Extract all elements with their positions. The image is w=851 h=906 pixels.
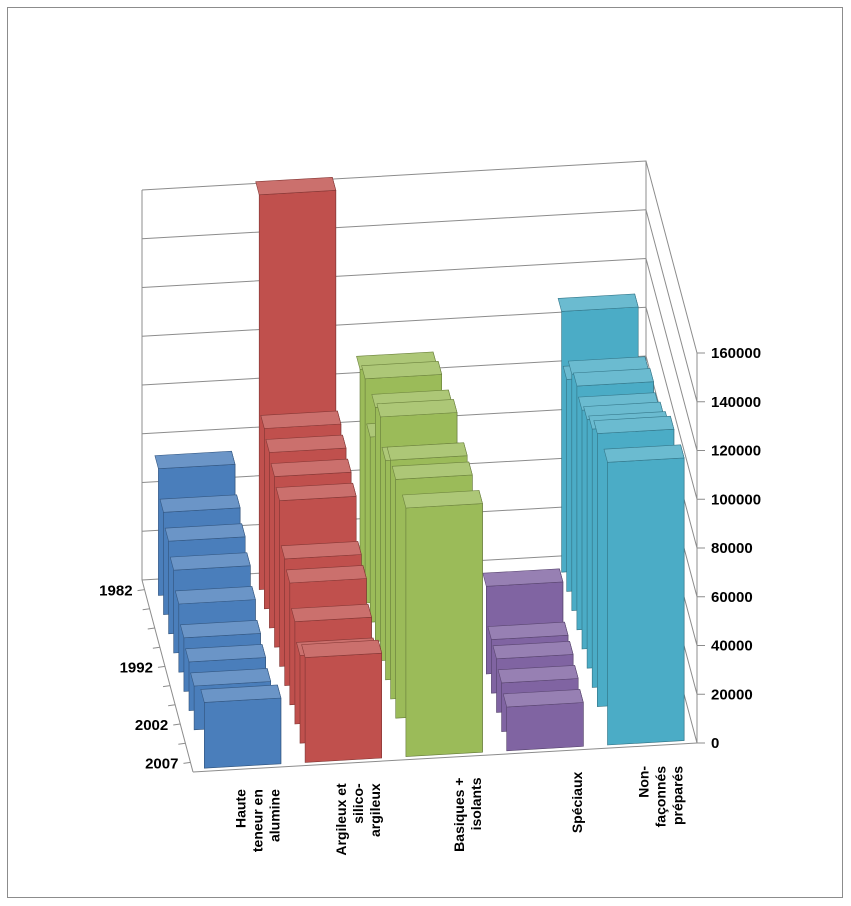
depth-tick (152, 646, 160, 649)
bar-front (607, 457, 685, 746)
bar-top (285, 565, 367, 584)
bar-top (502, 689, 584, 708)
depth-tick (173, 723, 181, 726)
value-tick-label: 40000 (711, 638, 753, 655)
bar-front (506, 702, 584, 752)
bar (402, 490, 483, 757)
value-tick-label: 100000 (711, 491, 761, 508)
bar-top (159, 494, 241, 513)
bar-front (204, 697, 282, 769)
bar-top (270, 458, 352, 477)
bar-top (174, 586, 256, 605)
chart-3d-column: 0 20000 40000 60000 80000 100000 120000 140000 1… (99, 160, 761, 856)
bar-top (275, 482, 357, 502)
value-tick-label: 0 (711, 735, 719, 752)
bar-top (260, 410, 342, 429)
category-label-line: Basiques + (451, 778, 467, 852)
bar-top (386, 442, 468, 461)
depth-tick-label: 1982 (99, 583, 132, 600)
bar-top (497, 665, 579, 684)
category-label-line: silico- (350, 783, 366, 824)
depth-tick (168, 704, 176, 707)
bar-top (301, 639, 383, 658)
category-label-line: façonnés (653, 766, 669, 828)
category-label: Argileux et silico-argileux (333, 783, 383, 856)
bar (301, 639, 383, 763)
bar-top (492, 640, 574, 660)
depth-tick (147, 627, 155, 630)
bar-top (154, 450, 236, 470)
category-label-line: Argileux et (333, 783, 349, 856)
bar-top (402, 490, 483, 509)
bar-top (291, 603, 372, 623)
bar-top (265, 434, 347, 453)
value-tick-label: 140000 (711, 394, 761, 411)
bar-front (304, 652, 383, 763)
bar-top (190, 668, 272, 687)
bar-top (482, 568, 564, 587)
category-label-line: argileux (367, 783, 383, 837)
depth-tick (183, 761, 191, 764)
bar-top (164, 523, 246, 542)
category-label-line: alumine (266, 789, 282, 842)
bar-top (255, 176, 337, 196)
category-label-line: Non- (636, 766, 652, 798)
depth-tick (162, 685, 171, 688)
depth-tick (137, 589, 145, 592)
bar-top (603, 444, 685, 463)
depth-tick (157, 665, 166, 668)
value-tick-label: 160000 (711, 345, 761, 362)
bar-top (169, 552, 251, 571)
bar-top (180, 619, 261, 639)
bar-top (361, 360, 443, 380)
value-tick-label: 20000 (711, 686, 753, 703)
depth-tick (142, 608, 150, 611)
floor-front-edge (192, 742, 698, 773)
bar (200, 684, 282, 769)
category-label-line: isolants (468, 777, 484, 830)
depth-tick-label: 1992 (120, 659, 153, 676)
category-label: Basiques + isolants (451, 777, 484, 852)
category-label: Spéciaux (569, 771, 585, 833)
bar-top (200, 684, 282, 703)
bar-front (405, 503, 483, 757)
bar (603, 444, 685, 746)
bar-top (185, 644, 266, 663)
bar-top (557, 293, 639, 312)
depth-tick (178, 742, 186, 745)
value-tick-label: 80000 (711, 540, 753, 557)
value-tick-label: 60000 (711, 589, 753, 606)
category-label-line: préparés (670, 766, 686, 825)
bar-top (280, 541, 362, 560)
bar-top (573, 368, 654, 387)
value-tick-label: 120000 (711, 443, 761, 460)
depth-tick-label: 2002 (135, 717, 168, 734)
category-label-line: Haute (232, 789, 248, 828)
chart-frame: 0 20000 40000 60000 80000 100000 120000 140000 1… (7, 7, 843, 898)
bar-top (391, 461, 473, 480)
bar-top (487, 621, 569, 640)
category-label: Non-façonnés préparés (636, 766, 686, 828)
bar (502, 689, 584, 752)
depth-tick-label: 2007 (145, 755, 178, 772)
category-label-line: Spéciaux (569, 771, 585, 833)
floor-left-edge (141, 579, 194, 773)
bar-top (593, 415, 675, 434)
bar-top (376, 399, 458, 418)
category-label: Haute teneur en alumine (232, 789, 282, 852)
category-label-line: teneur en (249, 789, 265, 852)
